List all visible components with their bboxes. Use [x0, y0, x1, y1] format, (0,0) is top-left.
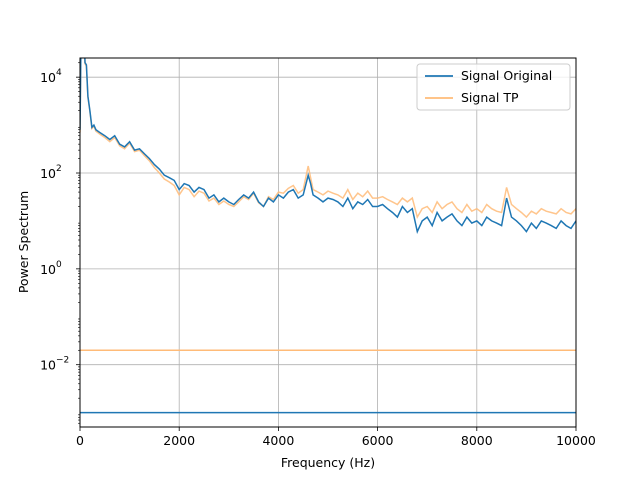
data-series	[80, 58, 576, 414]
legend-label: Signal Original	[461, 68, 552, 83]
y-tick-base: 10	[40, 358, 56, 373]
legend-box	[416, 63, 571, 111]
y-axis-label: Power Spectrum	[16, 191, 31, 293]
series-line-signal-tp	[80, 58, 576, 220]
legend-label: Signal TP	[461, 90, 519, 105]
x-tick-label: 8000	[461, 433, 493, 448]
x-axis-label: Frequency (Hz)	[281, 455, 375, 470]
y-tick-label: 10	[40, 262, 56, 277]
y-tick-exponent: 0	[56, 260, 62, 270]
x-tick-label: 0	[76, 433, 84, 448]
y-tick-label: 10	[40, 166, 56, 181]
x-tick-label: 4000	[262, 433, 294, 448]
y-tick-exponent: 4	[56, 68, 62, 78]
series-line-signal-original	[80, 58, 576, 234]
y-tick-base: 10	[40, 166, 56, 181]
x-tick-label: 10000	[556, 433, 596, 448]
x-tick-label: 2000	[163, 433, 195, 448]
x-tick-label: 6000	[362, 433, 394, 448]
y-tick-base: 10	[40, 262, 56, 277]
y-tick-exponent: 2	[56, 164, 62, 174]
y-tick-label: 10	[40, 70, 56, 85]
legend: Signal Original Signal TP	[416, 63, 571, 111]
plot-frame	[79, 57, 577, 428]
y-tick-label: 10	[40, 358, 56, 373]
y-tick-base: 10	[40, 70, 56, 85]
y-tick-exponent: −2	[56, 356, 69, 366]
